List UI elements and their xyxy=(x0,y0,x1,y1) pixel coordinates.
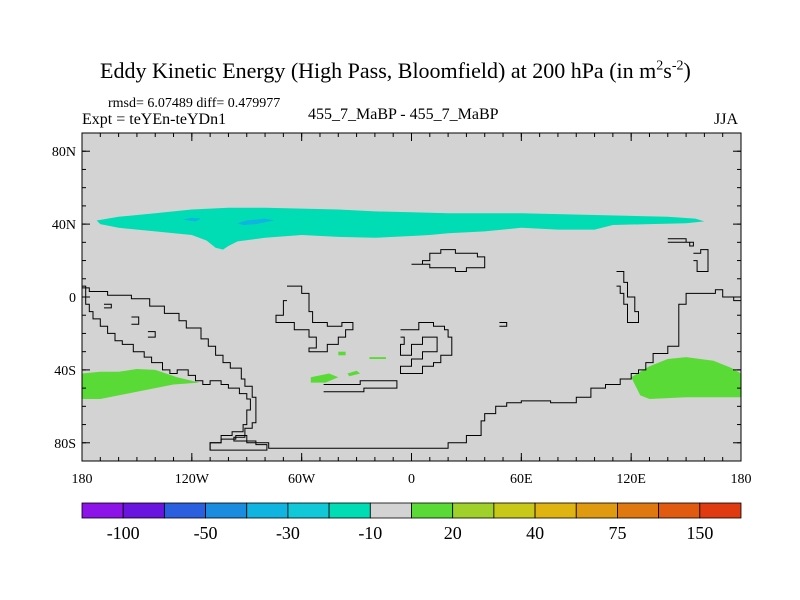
lat-label: 80N xyxy=(52,145,76,160)
lon-label: 60W xyxy=(288,472,316,487)
region-sh-positive-small-4 xyxy=(369,357,386,359)
colorbar-swatch xyxy=(617,502,660,519)
coastline-east-island-chain xyxy=(616,271,639,323)
lon-label: 180 xyxy=(731,472,752,487)
region-nh-jet-band xyxy=(96,207,705,250)
lon-label: 60E xyxy=(510,472,533,487)
region-sh-positive-west xyxy=(82,369,200,399)
colorbar-swatch xyxy=(575,502,618,519)
lon-label: 0 xyxy=(408,472,415,487)
colorbar-swatch xyxy=(328,502,371,519)
region-sh-positive-small-3 xyxy=(338,351,346,356)
plot-title: Eddy Kinetic Energy (High Pass, Bloomfie… xyxy=(100,58,691,84)
region-nh-jet-core-2 xyxy=(237,218,275,225)
title-close: ) xyxy=(683,58,691,83)
coastline-antarctic-coast xyxy=(209,289,741,451)
lat-label: 0 xyxy=(69,291,76,306)
season-label: JJA xyxy=(714,111,739,128)
stats-line: rmsd= 6.07489 diff= 0.479977 xyxy=(108,96,281,111)
colorbar-label: 150 xyxy=(686,523,713,543)
lat-label: 80S xyxy=(54,437,76,452)
lat-label: 40S xyxy=(54,364,76,379)
colorbar-label: -50 xyxy=(194,523,218,543)
center-label: 455_7_MaBP - 455_7_MaBP xyxy=(308,106,499,123)
coastline-island-antarctic-a xyxy=(323,380,398,393)
lon-label: 180 xyxy=(72,472,93,487)
colorbar-swatch xyxy=(122,502,165,519)
coastline-island-1 xyxy=(104,303,112,309)
coastline-east-hook xyxy=(693,249,709,272)
colorbar-label: 20 xyxy=(444,523,462,543)
title-mid: s xyxy=(663,58,672,83)
colorbar-swatch xyxy=(411,502,454,519)
region-sh-positive-small-1 xyxy=(310,373,339,383)
colorbar-label: -30 xyxy=(276,523,300,543)
lat-label: 40N xyxy=(52,218,76,233)
colorbar-swatch xyxy=(493,502,536,519)
colorbar-swatch xyxy=(534,502,577,519)
title-text: Eddy Kinetic Energy (High Pass, Bloomfie… xyxy=(100,58,657,83)
coastline-continent-a xyxy=(275,285,354,353)
lon-label: 120W xyxy=(175,472,210,487)
coastline-island-2 xyxy=(131,316,140,325)
lon-label: 120E xyxy=(616,472,646,487)
coastline-east-top-box xyxy=(667,238,694,247)
colorbar-swatch xyxy=(81,502,124,519)
colorbar-label: 75 xyxy=(608,523,626,543)
coastline-island-mid-east xyxy=(499,322,508,327)
colorbar-label: -10 xyxy=(358,523,382,543)
colorbar-swatch xyxy=(246,502,289,519)
expt-label: Expt = teYEn-teYDn1 xyxy=(82,111,227,128)
colorbar-swatch xyxy=(658,502,701,519)
region-sh-positive-small-2 xyxy=(347,370,361,377)
coastline-north-africa-like xyxy=(411,249,486,272)
colorbar-swatch xyxy=(287,502,330,519)
colorbar-swatch xyxy=(205,502,248,519)
colorbar-swatch xyxy=(452,502,495,519)
coastline-america-south-coast xyxy=(82,285,268,451)
colorbar-swatch xyxy=(369,502,412,519)
coastline-island-3 xyxy=(147,331,156,338)
colorbar-label: -100 xyxy=(107,523,140,543)
title-sup-2: -2 xyxy=(671,58,684,74)
colorbar-label: 40 xyxy=(526,523,544,543)
colorbar-swatch xyxy=(699,502,742,519)
map-background xyxy=(82,133,741,461)
title-sup-1: 2 xyxy=(656,58,664,74)
colorbar-swatch xyxy=(163,502,206,519)
region-sh-positive-east xyxy=(631,357,741,399)
region-nh-jet-core-1 xyxy=(182,217,201,222)
coastline-continent-b xyxy=(400,322,453,374)
